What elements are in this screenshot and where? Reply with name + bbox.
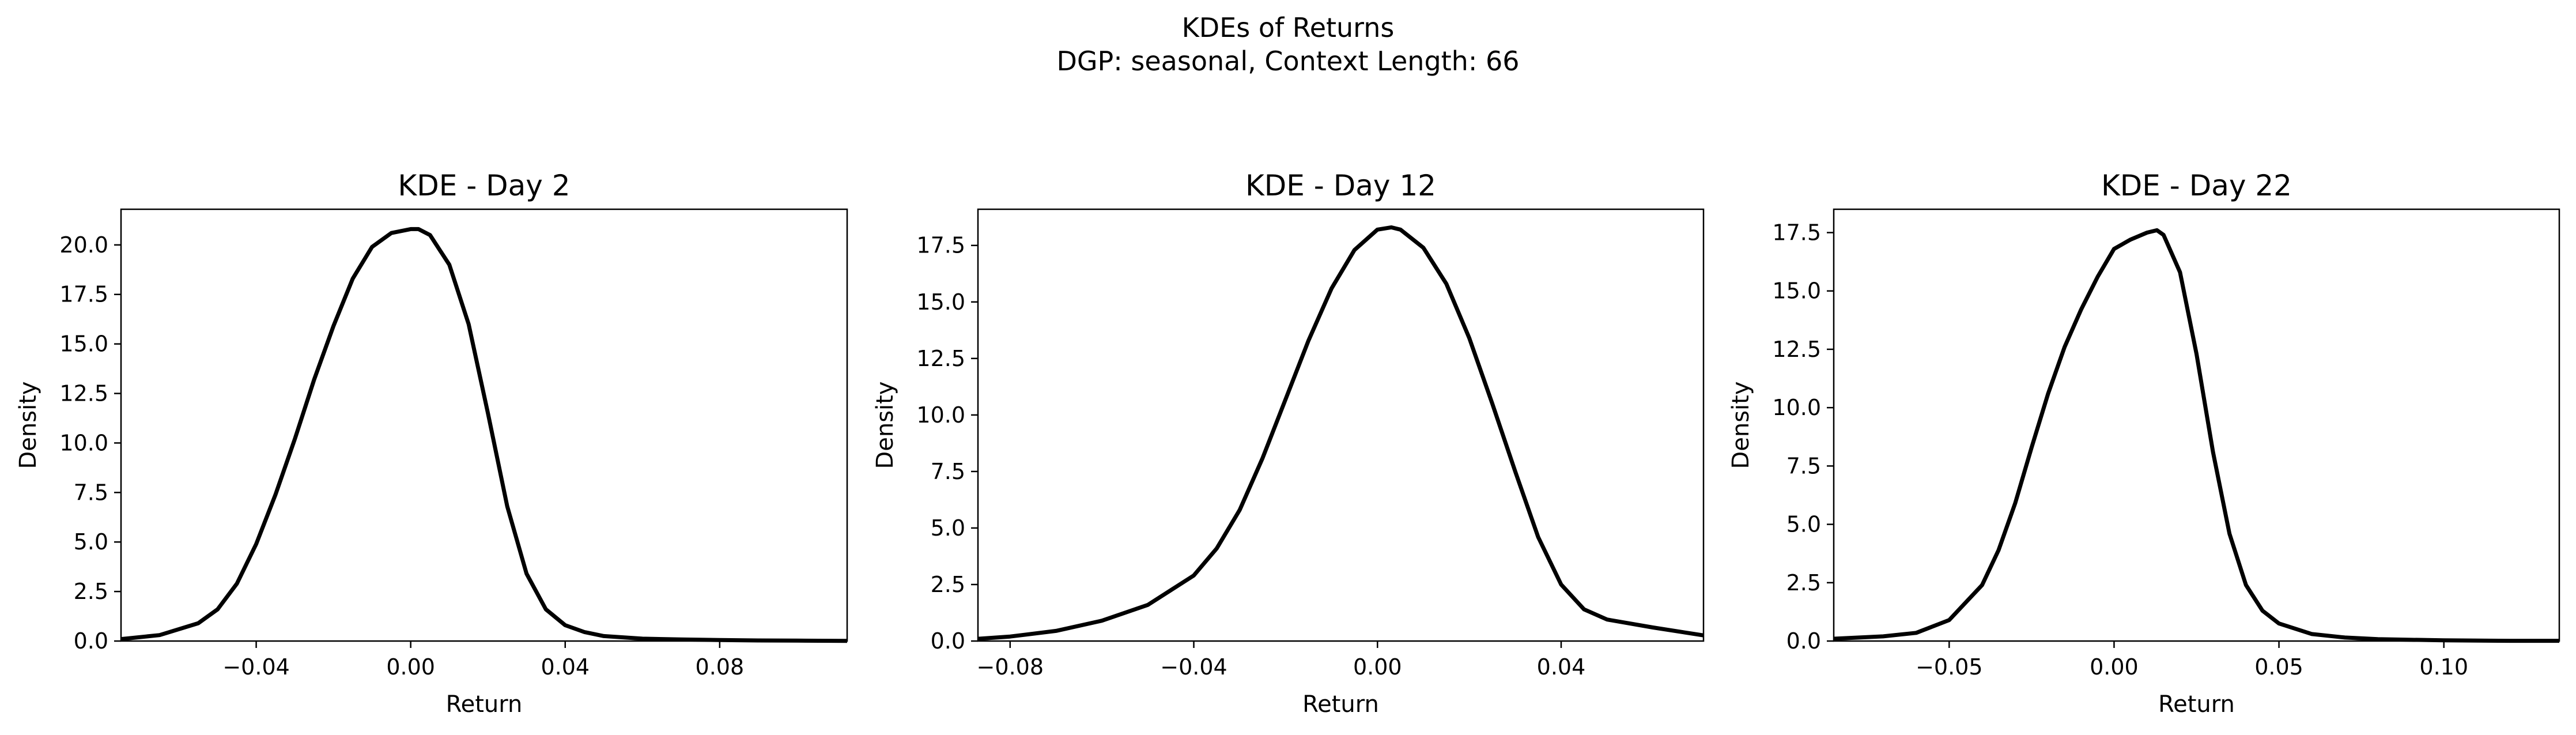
y-tick-label: 5.0 — [1786, 512, 1821, 537]
subplot-title: KDE - Day 12 — [1245, 169, 1436, 202]
y-tick-label: 0.0 — [931, 628, 965, 654]
figure-title-line2: DGP: seasonal, Context Length: 66 — [1056, 46, 1519, 77]
figure-title-line1: KDEs of Returns — [1182, 12, 1395, 43]
y-tick-label: 7.5 — [1786, 453, 1821, 478]
subplot-day-22: −0.05 0.00 0.05 0.10 0.0 2.5 5.0 7.5 10.0 12.5 15.… — [1728, 169, 2560, 718]
y-tick-label: 20.0 — [59, 232, 108, 258]
x-tick-label: 0.00 — [2090, 654, 2139, 680]
subplot-title: KDE - Day 22 — [2101, 169, 2292, 202]
x-axis-label: Return — [1302, 691, 1379, 718]
y-tick-label: 15.0 — [1772, 278, 1821, 304]
y-tick-label: 12.5 — [59, 381, 108, 406]
y-tick-label: 10.0 — [59, 430, 108, 455]
kde-curve — [120, 227, 848, 643]
y-tick-label: 0.0 — [1786, 628, 1821, 654]
y-tick-label: 7.5 — [931, 459, 965, 484]
x-tick-label: 0.00 — [386, 654, 435, 680]
x-tick-label: −0.04 — [1160, 654, 1227, 680]
y-axis-label: Density — [872, 381, 898, 469]
subplot-day-12: −0.08 −0.04 0.00 0.04 0.0 2.5 5.0 7.5 10.0 12.5 15… — [872, 169, 1705, 718]
x-tick-label: 0.00 — [1353, 654, 1402, 680]
x-tick-label: −0.04 — [222, 654, 289, 680]
y-tick-label: 2.5 — [1786, 570, 1821, 595]
x-axis-label: Return — [2158, 691, 2235, 718]
y-tick-label: 17.5 — [916, 233, 965, 258]
y-tick-label: 12.5 — [1772, 337, 1821, 362]
axes-frame — [977, 208, 1705, 642]
axes-frame — [120, 208, 848, 642]
x-tick-label: 0.10 — [2419, 654, 2468, 680]
y-tick-label: 15.0 — [59, 331, 108, 357]
y-tick-label: 2.5 — [74, 579, 108, 604]
x-tick-label: 0.04 — [1537, 654, 1586, 680]
y-tick-label: 10.0 — [916, 402, 965, 428]
y-axis-label: Density — [15, 381, 41, 469]
x-axis-label: Return — [446, 691, 523, 718]
x-tick-label: −0.05 — [1916, 654, 1982, 680]
y-tick-label: 0.0 — [74, 628, 108, 654]
y-tick-label: 7.5 — [74, 480, 108, 505]
x-tick-label: 0.08 — [696, 654, 745, 680]
y-tick-label: 17.5 — [1772, 220, 1821, 245]
y-tick-label: 12.5 — [916, 346, 965, 371]
x-tick-label: 0.05 — [2254, 654, 2303, 680]
axes-frame — [1833, 208, 2560, 642]
y-tick-label: 5.0 — [74, 529, 108, 555]
y-axis-label: Density — [1728, 381, 1754, 469]
y-tick-label: 15.0 — [916, 289, 965, 315]
y-tick-label: 2.5 — [931, 572, 965, 597]
y-tick-label: 17.5 — [59, 282, 108, 307]
kde-curve — [977, 225, 1704, 641]
x-tick-label: 0.04 — [541, 654, 590, 680]
subplot-day-2: −0.04 0.00 0.04 0.08 0.0 2.5 5.0 7.5 10.0 12.5 15.… — [15, 169, 848, 718]
x-tick-label: −0.08 — [977, 654, 1044, 680]
y-tick-label: 10.0 — [1772, 395, 1821, 420]
kde-curve — [1833, 228, 2559, 643]
subplot-title: KDE - Day 2 — [398, 169, 570, 202]
y-tick-label: 5.0 — [931, 515, 965, 541]
